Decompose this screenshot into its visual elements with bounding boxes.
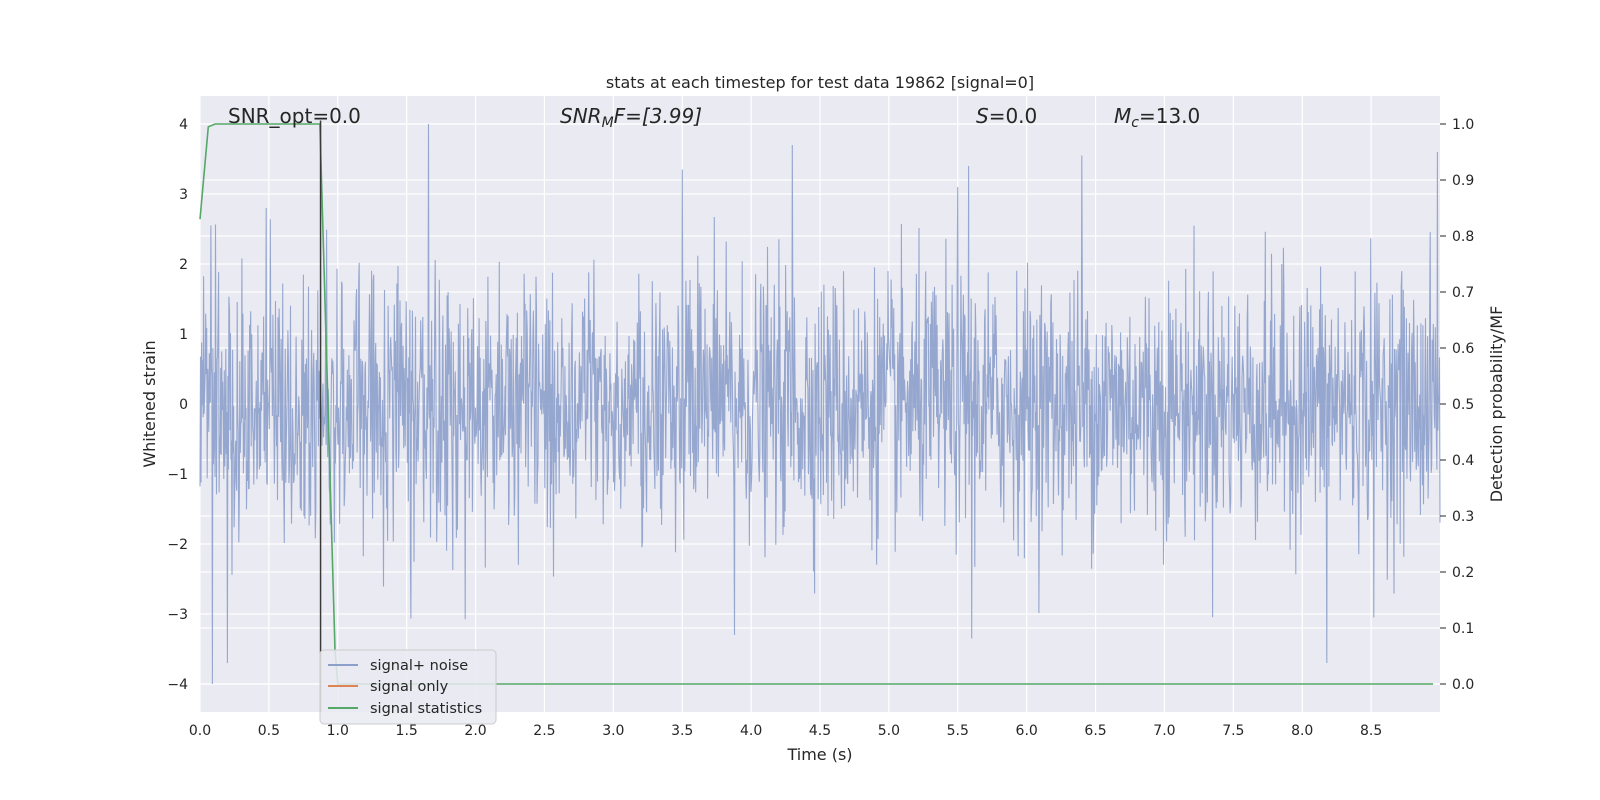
x-tick-label-13: 6.5 bbox=[1084, 723, 1106, 739]
x-tick-label-3: 1.5 bbox=[396, 723, 418, 739]
y2-tick-label-9: 0.9 bbox=[1452, 173, 1474, 189]
x-tick-label-0: 0.0 bbox=[189, 723, 211, 739]
x-tick-label-15: 7.5 bbox=[1222, 723, 1244, 739]
y2-tick-label-3: 0.3 bbox=[1452, 509, 1474, 525]
legend-box bbox=[319, 649, 497, 725]
y2-tick-label-6: 0.6 bbox=[1452, 341, 1474, 357]
x-tick-label-6: 3.0 bbox=[602, 723, 624, 739]
annotation-s: S=0.0 bbox=[976, 104, 1037, 128]
signal-noise-line bbox=[199, 123, 1441, 685]
x-ticks: 0.0 0.5 1.0 1.5 2.0 2.5 3.0 3.5 4.0 4.5 5.0 5.5 6.0 6… bbox=[189, 723, 1382, 739]
y2-tick-label-8: 0.8 bbox=[1452, 229, 1474, 245]
chart-title: stats at each timestep for test data 198… bbox=[606, 73, 1034, 92]
y-tick-label-8: 4 bbox=[179, 117, 188, 133]
x-tick-label-10: 5.0 bbox=[878, 723, 900, 739]
y2-tick-label-4: 0.4 bbox=[1452, 453, 1474, 469]
x-tick-label-8: 4.0 bbox=[740, 723, 762, 739]
y-tick-label-2: −2 bbox=[167, 537, 188, 553]
y2-tick-label-0: 0.0 bbox=[1452, 677, 1474, 693]
annotation-snr-mf-sub: M bbox=[602, 115, 614, 131]
annotation-mc-sub: c bbox=[1131, 115, 1139, 131]
y-tick-label-5: 1 bbox=[179, 327, 188, 343]
annotation-s-var: S bbox=[976, 104, 989, 128]
legend: signal+ noise signal only signal statist… bbox=[319, 649, 497, 725]
annotation-s-rest: =0.0 bbox=[989, 104, 1038, 128]
x-tick-label-1: 0.5 bbox=[258, 723, 280, 739]
x-tick-label-16: 8.0 bbox=[1291, 723, 1313, 739]
annotation-mc-rest: =13.0 bbox=[1139, 104, 1200, 128]
x-tick-label-5: 2.5 bbox=[533, 723, 555, 739]
y-tick-label-3: −1 bbox=[167, 467, 188, 483]
y-tick-label-6: 2 bbox=[179, 257, 188, 273]
y-tick-label-1: −3 bbox=[167, 607, 188, 623]
annotation-mc: Mc=13.0 bbox=[1114, 104, 1200, 131]
y-ticks: −4 −3 −2 −1 0 1 2 3 4 bbox=[167, 117, 188, 693]
y2-tick-label-10: 1.0 bbox=[1452, 117, 1474, 133]
legend-label-signal-only: signal only bbox=[370, 679, 449, 695]
y2-tick-label-5: 0.5 bbox=[1452, 397, 1474, 413]
y2-tick-label-1: 0.1 bbox=[1452, 621, 1474, 637]
annotation-snr-opt: SNR_opt=0.0 bbox=[228, 104, 361, 128]
legend-label-signal-statistics: signal statistics bbox=[370, 701, 482, 717]
y2-tick-label-7: 0.7 bbox=[1452, 285, 1474, 301]
x-tick-label-11: 5.5 bbox=[947, 723, 969, 739]
x-tick-label-7: 3.5 bbox=[671, 723, 693, 739]
x-tick-label-12: 6.0 bbox=[1016, 723, 1038, 739]
x-tick-label-17: 8.5 bbox=[1360, 723, 1382, 739]
x-tick-label-9: 4.5 bbox=[809, 723, 831, 739]
y-tick-label-0: −4 bbox=[167, 677, 188, 693]
y2-axis-label: Detection probability/MF bbox=[1487, 306, 1506, 503]
y-tick-label-4: 0 bbox=[179, 397, 188, 413]
annotation-snr-mf: SNRMF=[3.99] bbox=[560, 104, 702, 131]
x-axis-label: Time (s) bbox=[786, 745, 852, 764]
x-tick-label-2: 1.0 bbox=[327, 723, 349, 739]
annotation-snr-mf-base: SNR bbox=[560, 104, 602, 128]
y-tick-label-7: 3 bbox=[179, 187, 188, 203]
annotation-mc-base: M bbox=[1114, 104, 1131, 128]
signal-noise-series bbox=[199, 123, 1441, 685]
x-tick-label-4: 2.0 bbox=[464, 723, 486, 739]
x-tick-label-14: 7.0 bbox=[1153, 723, 1175, 739]
y-axis-label: Whitened strain bbox=[140, 340, 159, 467]
y2-tick-label-2: 0.2 bbox=[1452, 565, 1474, 581]
annotation-snr-mf-rest: F=[3.99] bbox=[614, 104, 702, 128]
legend-label-signal-noise: signal+ noise bbox=[370, 658, 468, 674]
y2-ticks: 0.0 0.1 0.2 0.3 0.4 0.5 0.6 0.7 0.8 0.9 1.0 bbox=[1440, 117, 1474, 693]
